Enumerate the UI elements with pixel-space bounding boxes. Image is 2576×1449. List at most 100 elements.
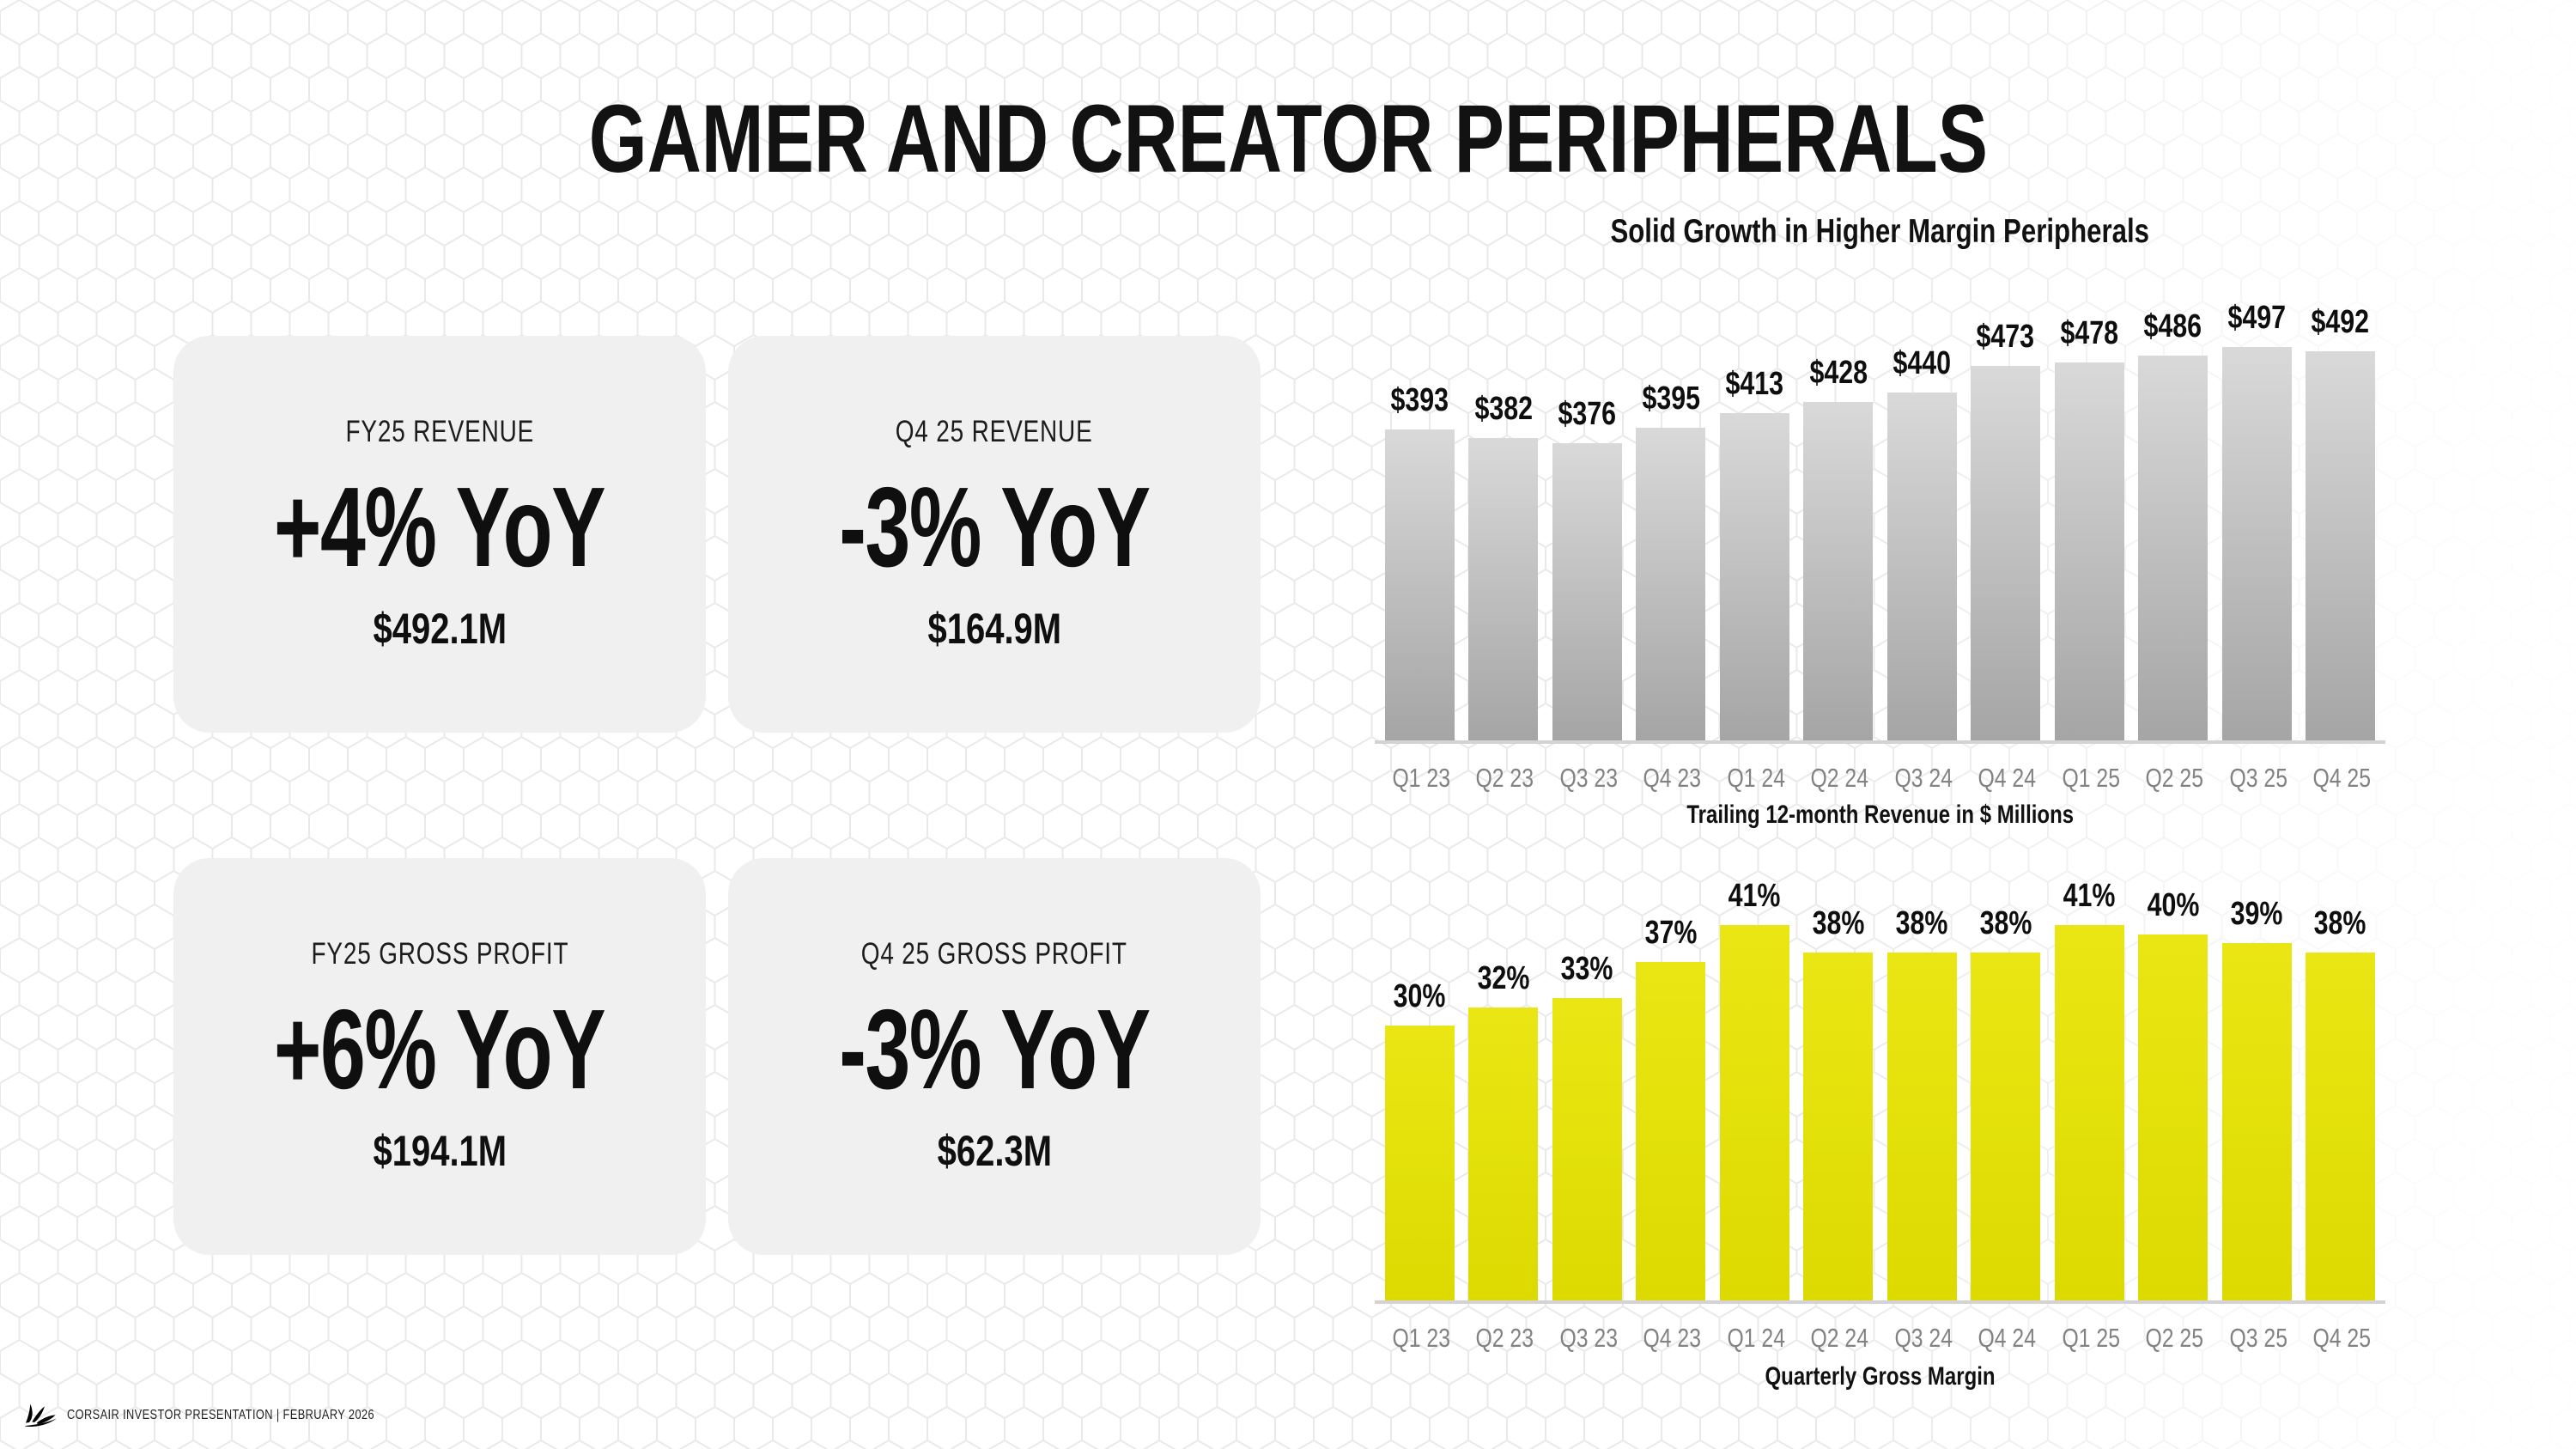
bar-value-label: $492	[2311, 304, 2370, 341]
bar	[1803, 953, 1874, 1300]
kpi-label: Q4 25 REVENUE	[896, 414, 1093, 448]
bar	[1719, 413, 1789, 740]
x-axis-label: Q4 23	[1643, 763, 1702, 793]
bar-column: 41%	[1719, 878, 1789, 1300]
bar-column: 37%	[1636, 915, 1706, 1300]
bar	[1468, 1008, 1539, 1300]
bar-column: 38%	[1971, 905, 2041, 1300]
bar-column: $376	[1552, 396, 1622, 740]
revenue-chart-caption: Trailing 12-month Revenue in $ Millions	[1686, 801, 2074, 829]
bar-value-label: 38%	[1979, 905, 2032, 942]
bar-column: 38%	[2305, 905, 2375, 1300]
bar	[1886, 953, 1957, 1300]
bar-value-label: 38%	[2314, 905, 2366, 942]
kpi-card-q425-revenue: Q4 25 REVENUE -3% YoY $164.9M	[728, 336, 1261, 733]
bar-column: $473	[1971, 319, 2041, 740]
bar-column: $478	[2054, 315, 2124, 740]
bar-column: $486	[2138, 308, 2208, 740]
footer: CORSAIR INVESTOR PRESENTATION | FEBRUARY…	[24, 1398, 452, 1433]
x-axis-label: Q4 24	[1978, 763, 2037, 793]
bar-value-label: $413	[1725, 366, 1784, 403]
bar-column: 41%	[2054, 878, 2124, 1300]
kpi-delta: +6% YoY	[274, 985, 606, 1112]
bar	[2305, 351, 2375, 740]
kpi-value: $164.9M	[927, 605, 1061, 654]
bar-value-label: $478	[2060, 315, 2118, 352]
revenue-chart-title: Solid Growth in Higher Margin Peripheral…	[1610, 213, 2150, 250]
bar-value-label: 33%	[1560, 951, 1613, 988]
kpi-value: $194.1M	[373, 1127, 507, 1176]
bar-column: $492	[2305, 304, 2375, 740]
x-axis-label: Q2 23	[1475, 1323, 1534, 1353]
bar	[1552, 443, 1622, 740]
x-axis-label: Q3 23	[1559, 763, 1618, 793]
bar	[1636, 962, 1706, 1300]
bar	[1971, 366, 2041, 740]
x-axis-label: Q1 24	[1727, 1323, 1785, 1353]
x-axis-label: Q3 24	[1894, 763, 1953, 793]
kpi-label: FY25 GROSS PROFIT	[311, 936, 568, 971]
bar-value-label: $473	[1976, 319, 2035, 356]
bar-column: 33%	[1552, 951, 1622, 1300]
x-axis-label: Q4 24	[1978, 1323, 2037, 1353]
kpi-delta: +4% YoY	[274, 463, 606, 590]
kpi-delta: -3% YoY	[839, 463, 1151, 590]
bar-value-label: $382	[1474, 391, 1533, 428]
bar	[2221, 347, 2292, 740]
kpi-value: $492.1M	[373, 605, 507, 654]
kpi-card-fy25-revenue: FY25 REVENUE +4% YoY $492.1M	[173, 336, 706, 733]
bar-column: 40%	[2138, 887, 2208, 1300]
x-axis-label: Q4 25	[2312, 763, 2371, 793]
bar-column: $395	[1636, 381, 1706, 740]
x-axis-label: Q4 23	[1643, 1323, 1702, 1353]
bar	[1468, 438, 1539, 740]
bar	[1385, 429, 1455, 740]
bar	[1552, 998, 1622, 1300]
kpi-label: Q4 25 GROSS PROFIT	[860, 936, 1128, 971]
x-axis-label: Q2 25	[2145, 1323, 2204, 1353]
bar-value-label: 41%	[2063, 878, 2116, 915]
bar	[2138, 935, 2208, 1300]
page-title: GAMER AND CREATOR PERIPHERALS	[0, 86, 2576, 192]
x-axis-label: Q3 23	[1559, 1323, 1618, 1353]
x-axis-label: Q3 25	[2228, 763, 2287, 793]
x-axis-label: Q2 25	[2145, 763, 2204, 793]
x-axis-label: Q2 23	[1475, 763, 1534, 793]
bar	[1971, 953, 2041, 1300]
bar-value-label: 40%	[2147, 887, 2200, 924]
gross-margin-chart-x-axis: Q1 23 Q2 23 Q3 23 Q4 23 Q1 24 Q2 24 Q3 24 Q4 24…	[1385, 1323, 2375, 1353]
kpi-label: FY25 REVENUE	[345, 414, 534, 448]
revenue-chart-x-axis: Q1 23 Q2 23 Q3 23 Q4 23 Q1 24 Q2 24 Q3 24 Q4 24…	[1385, 763, 2375, 793]
bar-value-label: 38%	[1812, 905, 1865, 942]
revenue-chart-baseline	[1375, 740, 2385, 744]
x-axis-label: Q1 25	[2062, 1323, 2120, 1353]
bar-value-label: $395	[1642, 381, 1700, 417]
x-axis-label: Q1 24	[1727, 763, 1785, 793]
kpi-delta: -3% YoY	[839, 985, 1151, 1112]
kpi-card-fy25-gross-profit: FY25 GROSS PROFIT +6% YoY $194.1M	[173, 858, 706, 1255]
bar-column: $428	[1803, 355, 1874, 740]
bar-value-label: $376	[1558, 396, 1617, 433]
bar	[2054, 362, 2124, 740]
bar	[1719, 925, 1789, 1300]
x-axis-label: Q3 25	[2228, 1323, 2287, 1353]
bar-value-label: $486	[2143, 308, 2202, 345]
corsair-sails-logo-icon	[25, 1403, 57, 1427]
bar-value-label: $440	[1893, 345, 1952, 382]
x-axis-label: Q3 24	[1894, 1323, 1953, 1353]
bar-value-label: 37%	[1644, 915, 1698, 952]
bar	[2221, 943, 2292, 1300]
bar-value-label: 32%	[1477, 960, 1530, 997]
gross-margin-bar-chart: 30% 32% 33% 37% 41% 38% 38% 38% 41% 40% 39% 38%	[1385, 871, 2375, 1300]
bar	[2305, 953, 2375, 1300]
bar-column: $440	[1886, 345, 1957, 740]
page-title-text: GAMER AND CREATOR PERIPHERALS	[588, 85, 1988, 192]
bar-column: 32%	[1468, 960, 1539, 1300]
bar-column: $382	[1468, 391, 1539, 740]
bar-value-label: 30%	[1394, 978, 1446, 1015]
revenue-bar-chart: $393 $382 $376 $395 $413 $428 $440 $473 $478 $486…	[1385, 299, 2375, 740]
bar-value-label: 38%	[1895, 905, 1948, 942]
bar	[2138, 356, 2208, 740]
x-axis-label: Q2 24	[1810, 1323, 1869, 1353]
